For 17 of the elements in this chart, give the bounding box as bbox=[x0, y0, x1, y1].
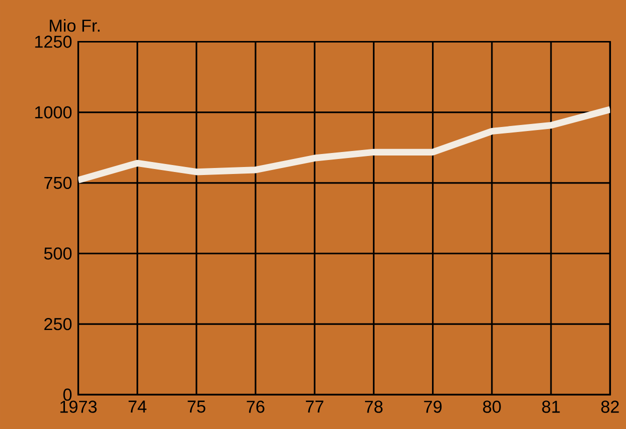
x-tick-label: 81 bbox=[542, 400, 560, 413]
x-tick-label: 75 bbox=[188, 400, 206, 412]
x-tick-label: 74 bbox=[128, 400, 146, 412]
x-tick-label: 78 bbox=[365, 400, 383, 413]
y-tick-label: 500 bbox=[44, 247, 72, 260]
x-tick-label: 80 bbox=[483, 400, 501, 413]
x-tick-label: 76 bbox=[246, 400, 264, 413]
x-tick-label: 1973 bbox=[60, 400, 97, 413]
x-tick-label: 77 bbox=[306, 400, 324, 412]
y-tick-label: 250 bbox=[44, 318, 72, 330]
y-tick-label: 750 bbox=[44, 176, 72, 189]
x-tick-label: 82 bbox=[601, 400, 619, 413]
y-tick-label: 1250 bbox=[35, 35, 72, 48]
y-axis-title: Mio Fr. bbox=[50, 18, 100, 32]
x-tick-label: 79 bbox=[424, 400, 442, 413]
y-tick-label: 0 bbox=[63, 388, 72, 401]
y-tick-label: 1000 bbox=[35, 106, 72, 118]
